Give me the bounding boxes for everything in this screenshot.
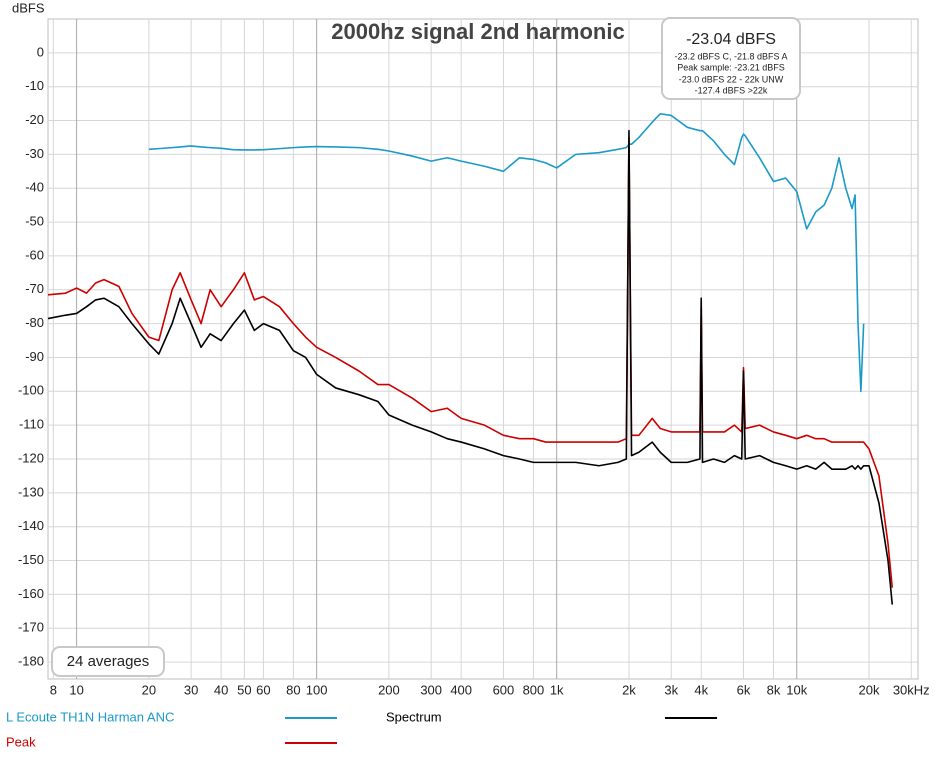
series-line	[148, 112, 865, 393]
y-tick-label: -30	[25, 146, 44, 161]
y-axis-label: dBFS	[12, 0, 45, 15]
x-tick-label: 3k	[664, 682, 678, 697]
y-tick-label: -60	[25, 247, 44, 262]
y-tick-label: -90	[25, 349, 44, 364]
y-tick-label: -100	[18, 383, 44, 398]
y-tick-label: -40	[25, 180, 44, 195]
plot-area	[47, 18, 919, 680]
x-tick-label: 1k	[550, 682, 564, 697]
readout: -23.04 dBFS	[686, 31, 776, 48]
x-tick-label: 20k	[859, 682, 880, 697]
x-tick-label: 800	[523, 682, 545, 697]
series-line	[47, 129, 894, 605]
x-tick-label: 8	[50, 682, 57, 697]
y-tick-label: -10	[25, 78, 44, 93]
y-tick-label: -20	[25, 112, 44, 127]
y-tick-label: -180	[18, 654, 44, 669]
x-tick-label: 300	[420, 682, 442, 697]
x-tick-label: 40	[214, 682, 228, 697]
x-tick-label: 2k	[622, 682, 636, 697]
y-tick-label: -70	[25, 281, 44, 296]
ticks: 0 -10 -20 -30 -40 -50 -60 -70 -80 -90 -100 -110 -120…	[18, 44, 930, 697]
x-tick-label: 30kHz	[893, 682, 930, 697]
y-tick-label: -80	[25, 315, 44, 330]
y-tick-label: -170	[18, 620, 44, 635]
x-tick-label: 6k	[737, 682, 751, 697]
series-line	[47, 136, 894, 588]
readout-box	[661, 17, 801, 100]
y-tick-label: -110	[19, 417, 44, 432]
readout-detail: Peak sample: -23.21 dBFS	[677, 62, 785, 72]
x-tick-label: 60	[256, 682, 270, 697]
y-tick-label: 0	[37, 44, 44, 59]
averages-box	[51, 646, 165, 677]
chart-title: 2000hz signal 2nd harmonic	[331, 19, 624, 44]
x-tick-label: 20	[142, 682, 156, 697]
readout-detail: -127.4 dBFS >22k	[695, 85, 768, 95]
x-tick-label: 200	[378, 682, 400, 697]
x-tick-label: 100	[306, 682, 328, 697]
x-tick-label: 80	[286, 682, 300, 697]
x-tick-label: 4k	[694, 682, 708, 697]
y-tick-label: -150	[18, 552, 44, 567]
legend-label: Spectrum	[386, 709, 442, 724]
x-tick-label: 600	[493, 682, 515, 697]
x-tick-label: 8k	[767, 682, 781, 697]
legend-label: L Ecoute TH1N Harman ANC	[6, 709, 174, 724]
x-tick-label: 10k	[786, 682, 807, 697]
x-tick-label: 30	[184, 682, 198, 697]
x-tick-label: 50	[237, 682, 251, 697]
y-tick-label: -50	[25, 214, 44, 229]
readout-detail: -23.2 dBFS C, -21.8 dBFS A	[674, 51, 787, 61]
x-tick-label: 10	[69, 682, 83, 697]
x-tick-label: 400	[450, 682, 472, 697]
y-tick-label: -120	[18, 450, 44, 465]
readout-detail: -23.0 dBFS 22 - 22k UNW	[679, 74, 784, 84]
series-lines	[47, 112, 894, 605]
legend-label: Peak	[6, 734, 36, 749]
averages: 24 averages	[67, 653, 150, 670]
y-tick-label: -140	[18, 518, 44, 533]
y-tick-label: -130	[18, 484, 44, 499]
legend: L Ecoute TH1N Harman ANC Spectrum Peak	[6, 709, 717, 749]
grid	[48, 19, 918, 679]
y-tick-label: -160	[18, 586, 44, 601]
